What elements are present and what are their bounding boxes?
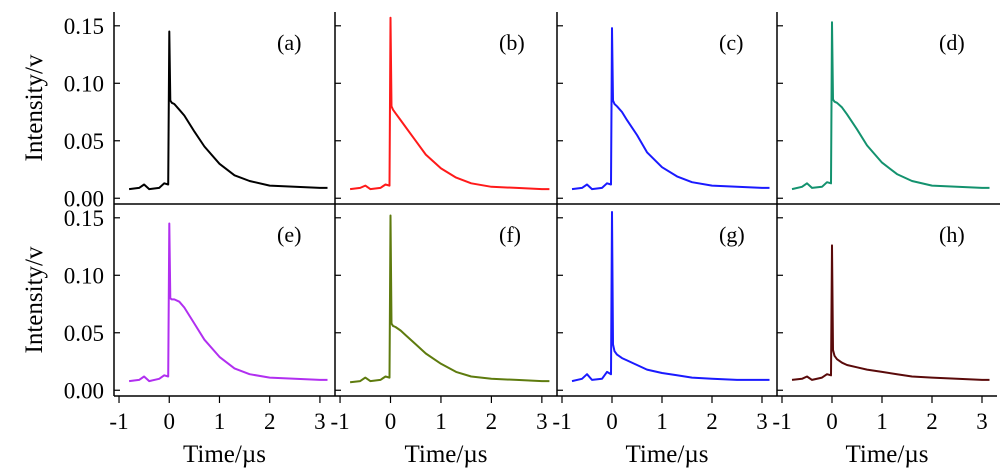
x-tick-label: 3 — [756, 409, 768, 434]
series-line-1 — [128, 30, 328, 191]
x-tick-label: 1 — [214, 409, 226, 434]
x-tick-label: 0 — [385, 409, 397, 434]
x-tick-label: -1 — [330, 409, 349, 434]
series-line-2 — [349, 16, 550, 191]
series-line-4 — [791, 21, 990, 191]
series-line-7 — [571, 211, 770, 383]
y-tick-label: 0.10 — [64, 71, 104, 96]
x-axis-title: Time/µs — [626, 441, 709, 468]
x-tick-label: 2 — [264, 409, 276, 434]
series-line-8 — [791, 244, 990, 381]
x-tick-label: 0 — [606, 409, 618, 434]
panel-label-1: (a) — [277, 30, 301, 55]
x-tick-label: 3 — [536, 409, 548, 434]
panel-label-4: (d) — [939, 30, 965, 55]
y-axis-title-1: Intensity/v — [21, 54, 48, 161]
x-axis-title: Time/µs — [405, 441, 488, 468]
x-tick-label: 2 — [486, 409, 498, 434]
x-tick-label: 1 — [656, 409, 668, 434]
x-axis-title: Time/µs — [846, 441, 929, 468]
panel-label-7: (g) — [719, 222, 745, 247]
x-tick-label: 3 — [976, 409, 988, 434]
y-tick-label: 0.05 — [64, 129, 104, 154]
y-tick-label: 0.15 — [64, 14, 104, 39]
x-axis-title: Time/µs — [183, 441, 266, 468]
panel-label-2: (b) — [499, 30, 525, 55]
y-axis-title-2: Intensity/v — [21, 246, 48, 353]
x-tick-label: 1 — [876, 409, 888, 434]
y-tick-label: 0.10 — [64, 263, 104, 288]
series-line-5 — [128, 222, 328, 383]
series-line-6 — [349, 214, 550, 384]
panel-label-3: (c) — [719, 30, 743, 55]
y-tick-label: 0.00 — [64, 378, 104, 403]
x-tick-label: -1 — [772, 409, 791, 434]
x-tick-label: 1 — [435, 409, 447, 434]
panel-label-8: (h) — [939, 222, 965, 247]
x-tick-label: 2 — [926, 409, 938, 434]
x-tick-label: -1 — [552, 409, 571, 434]
y-tick-label: 0.05 — [64, 321, 104, 346]
x-tick-label: 3 — [314, 409, 326, 434]
series-line-3 — [571, 27, 770, 191]
y-tick-label: 0.15 — [64, 206, 104, 231]
panel-label-6: (f) — [499, 222, 521, 247]
x-tick-label: -1 — [109, 409, 128, 434]
x-tick-label: 2 — [706, 409, 718, 434]
x-tick-label: 0 — [826, 409, 838, 434]
x-tick-label: 0 — [164, 409, 176, 434]
y-tick-label: 0.00 — [64, 186, 104, 211]
panel-label-5: (e) — [277, 222, 301, 247]
